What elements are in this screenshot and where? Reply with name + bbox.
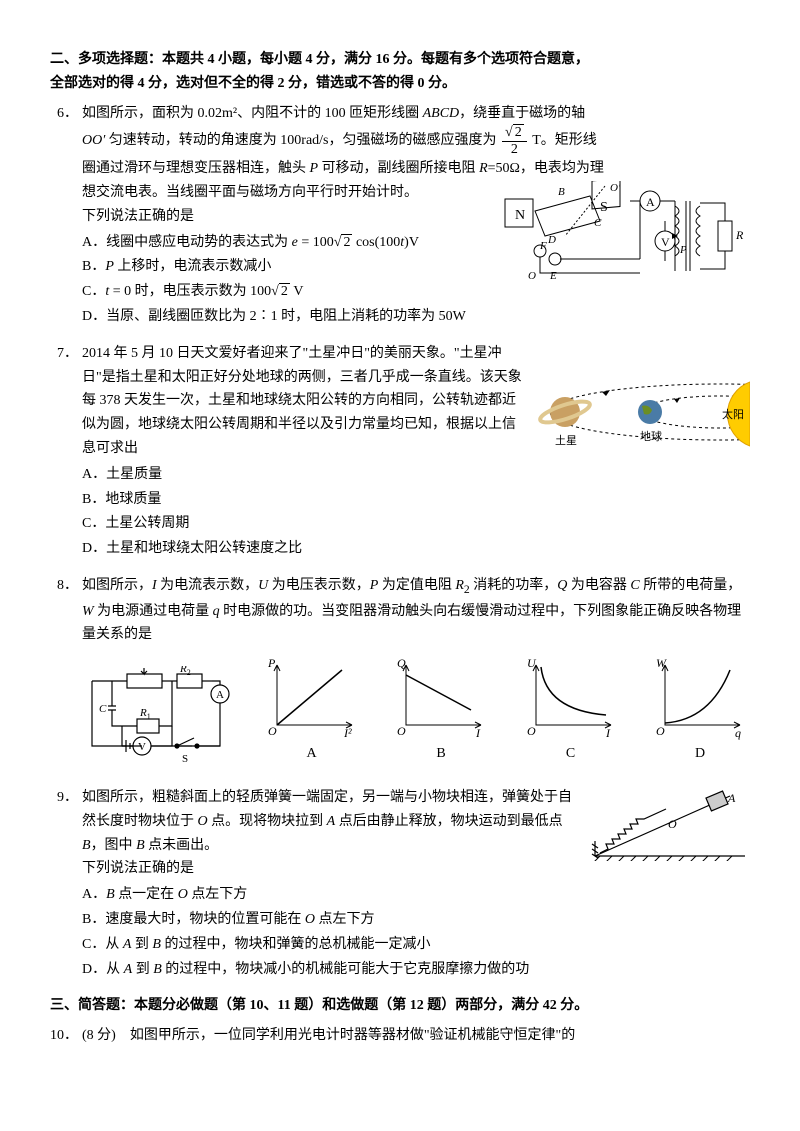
q9-optA: A．B 点一定在 O 点左下方 — [82, 883, 750, 907]
svg-text:I²: I² — [343, 726, 352, 740]
svg-text:S: S — [182, 753, 188, 765]
svg-text:O: O — [668, 817, 677, 831]
q8-figures: C R1 R2 A V S P I — [82, 655, 750, 766]
q8-text: 如图所示，I 为电流表示数，U 为电压表示数，P 为定值电阻 R2 消耗的功率，… — [82, 574, 750, 647]
svg-text:O: O — [527, 724, 536, 738]
svg-text:P: P — [679, 244, 687, 256]
svg-text:A: A — [646, 195, 655, 209]
svg-text:O: O — [268, 724, 277, 738]
question-10: 10． (8 分) 如图甲所示，一位同学利用光电计时器等器材做"验证机械能守恒定… — [50, 1024, 750, 1048]
question-9: 9． O A — [50, 786, 750, 982]
svg-text:O′: O′ — [610, 182, 621, 194]
q10-num: 10． — [50, 1024, 82, 1048]
q6-num: 6． — [50, 102, 82, 330]
q9-optB: B．速度最大时，物块的位置可能在 O 点左下方 — [82, 908, 750, 932]
section3-header: 三、简答题：本题分必做题（第 10、11 题）和选做题（第 12 题）两部分，满… — [50, 994, 750, 1018]
svg-text:F: F — [539, 240, 547, 252]
q6-fraction: √2 2 — [502, 125, 527, 157]
svg-text:S: S — [600, 200, 608, 215]
svg-text:O: O — [397, 724, 406, 738]
svg-text:C: C — [99, 703, 107, 715]
q6-p1end: ，绕垂直于磁场的轴 — [459, 106, 585, 121]
svg-text:O: O — [656, 724, 665, 738]
svg-text:土星: 土星 — [555, 434, 577, 447]
svg-text:R: R — [735, 228, 744, 242]
svg-text:V: V — [138, 741, 146, 753]
q8-graphA: P I² O A — [262, 655, 362, 766]
q10-points: (8 分) — [82, 1028, 130, 1043]
q6-p2b: 匀速转动，转动的角速度为 100rad/s，匀强磁场的磁感应强度为 — [109, 134, 497, 149]
svg-text:V: V — [661, 235, 670, 249]
q7-num: 7． — [50, 342, 82, 562]
svg-text:q: q — [735, 726, 741, 740]
question-6: 6． 如图所示，面积为 0.02m²、内阻不计的 100 匝矩形线圈 ABCD，… — [50, 102, 750, 330]
q8-graphC: U I O C — [521, 655, 621, 766]
section2-header: 二、多项选择题：本题共 4 小题，每小题 4 分，满分 16 分。每题有多个选项… — [50, 48, 750, 96]
svg-text:U: U — [527, 656, 537, 670]
svg-text:I: I — [605, 726, 611, 740]
q8-graphD: W q O D — [650, 655, 750, 766]
svg-text:D: D — [547, 234, 556, 246]
q9-optD: D．从 A 到 B 的过程中，物块减小的机械能可能大于它克服摩擦力做的功 — [82, 958, 750, 982]
svg-text:O: O — [528, 270, 536, 282]
svg-text:N: N — [515, 208, 525, 223]
svg-text:B: B — [558, 186, 565, 198]
svg-text:E: E — [549, 270, 557, 282]
svg-text:I: I — [475, 726, 481, 740]
svg-text:地球: 地球 — [640, 429, 662, 443]
q6-p1a: 如图所示，面积为 0.02m²、内阻不计的 100 匝矩形线圈 — [82, 106, 423, 121]
svg-text:R1: R1 — [139, 707, 151, 721]
q7-optB: B．地球质量 — [82, 488, 750, 512]
q8-num: 8． — [50, 574, 82, 774]
svg-text:C: C — [594, 217, 602, 229]
svg-text:W: W — [656, 656, 667, 670]
q7-optD: D．土星和地球绕太阳公转速度之比 — [82, 537, 750, 561]
q6-figure: N S B C D O′ O E F A — [500, 181, 750, 291]
q9-num: 9． — [50, 786, 82, 982]
q6-optD: D．当原、副线圈匝数比为 2∶1 时，电阻上消耗的功率为 50W — [82, 305, 750, 329]
svg-text:P: P — [267, 656, 276, 670]
question-7: 7． 太阳 地球 土星 2014 年 — [50, 342, 750, 562]
q6-p2c: T。矩形线 — [529, 134, 597, 149]
q8-circuit: C R1 R2 A V S — [82, 666, 232, 766]
q6-coil: ABCD — [423, 106, 460, 121]
svg-text:A: A — [727, 791, 736, 805]
q6-line2: OO′ 匀速转动，转动的角速度为 100rad/s，匀强磁场的磁感应强度为 √2… — [82, 125, 750, 157]
q6-text: 如图所示，面积为 0.02m²、内阻不计的 100 匝矩形线圈 ABCD，绕垂直… — [82, 102, 750, 126]
q9-figure: O A — [590, 786, 750, 861]
q6-oo: OO′ — [82, 134, 109, 149]
svg-text:Q: Q — [397, 656, 406, 670]
svg-text:A: A — [216, 689, 224, 701]
q7-figure: 太阳 地球 土星 — [530, 372, 750, 467]
q6-line3: 圈通过滑环与理想变压器相连，触头 P 可移动，副线圈所接电阻 R=50Ω，电表均… — [82, 157, 750, 181]
question-8: 8． 如图所示，I 为电流表示数，U 为电压表示数，P 为定值电阻 R2 消耗的… — [50, 574, 750, 774]
svg-text:太阳: 太阳 — [722, 408, 744, 421]
q10-text: 如图甲所示，一位同学利用光电计时器等器材做"验证机械能守恒定律"的 — [130, 1028, 575, 1043]
q7-optC: C．土星公转周期 — [82, 512, 750, 536]
q8-graphB: Q I O B — [391, 655, 491, 766]
q9-optC: C．从 A 到 B 的过程中，物块和弹簧的总机械能一定减小 — [82, 933, 750, 957]
